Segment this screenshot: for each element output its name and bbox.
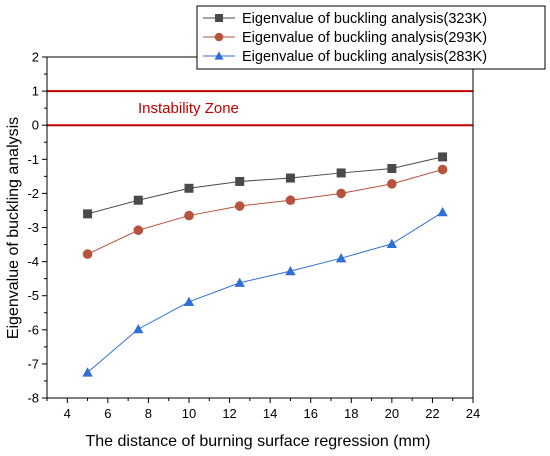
x-tick-label: 6: [104, 406, 111, 421]
data-point: [285, 173, 295, 183]
legend-marker: [214, 51, 224, 60]
legend-marker: [214, 32, 224, 42]
y-tick-label: -7: [27, 356, 39, 371]
zone-label: Instability Zone: [138, 100, 239, 117]
data-point: [133, 323, 144, 334]
x-axis-title: The distance of burning surface regressi…: [85, 433, 430, 450]
data-point: [438, 152, 448, 162]
data-point: [285, 195, 296, 206]
y-tick-label: 2: [32, 50, 39, 65]
data-point: [336, 188, 346, 199]
data-point: [386, 238, 398, 249]
x-tick-label: 14: [263, 406, 277, 421]
y-tick-label: -2: [27, 186, 39, 201]
instability-zone: Instability Zone: [47, 90, 473, 127]
data-point: [335, 253, 347, 263]
data-point: [82, 367, 93, 377]
y-tick-label: -8: [27, 391, 39, 406]
x-tick-label: 10: [182, 406, 196, 421]
legend-marker: [215, 14, 223, 22]
series: [82, 152, 448, 377]
legend-label: Eigenvalue of buckling analysis(283K): [242, 49, 487, 65]
data-point: [437, 206, 448, 217]
data-point: [133, 195, 143, 205]
series-1: [83, 152, 448, 219]
legend-item: Eigenvalue of buckling analysis(323K): [203, 11, 487, 27]
x-tick-label: 22: [425, 406, 439, 421]
data-point: [235, 176, 245, 186]
x-tick-label: 24: [466, 406, 480, 421]
data-point: [82, 249, 93, 259]
series-2: [82, 164, 448, 259]
y-tick-label: -3: [27, 220, 39, 235]
series-line: [87, 211, 443, 373]
data-point: [133, 225, 144, 236]
data-point: [234, 277, 245, 287]
x-tick-label: 8: [145, 406, 152, 421]
y-tick-label: -6: [27, 322, 39, 337]
legend: Eigenvalue of buckling analysis(323K) Eig…: [196, 5, 546, 70]
y-tick-label: -1: [27, 152, 39, 167]
data-point: [184, 183, 194, 193]
legend-box: [196, 5, 546, 70]
x-tick-label: 16: [303, 406, 317, 421]
data-point: [234, 201, 245, 211]
y-tick-label: 1: [32, 84, 39, 99]
data-point: [183, 296, 195, 306]
x-tick-label: 4: [64, 406, 71, 421]
legend-item: Eigenvalue of buckling analysis(283K): [203, 49, 487, 65]
y-axis-title: Eigenvalue of buckling analysis: [5, 117, 22, 339]
x-tick-label: 20: [385, 406, 399, 421]
data-point: [184, 210, 194, 221]
legend-label: Eigenvalue of buckling analysis(293K): [242, 30, 487, 46]
y-tick-label: 0: [32, 118, 39, 133]
legend-label: Eigenvalue of buckling analysis(323K): [242, 11, 487, 27]
x-tick-label: 18: [344, 406, 358, 421]
data-point: [83, 209, 93, 219]
data-point: [387, 179, 397, 189]
x-tick-label: 12: [222, 406, 236, 421]
series-line: [87, 169, 443, 255]
legend-item: Eigenvalue of buckling analysis(293K): [203, 30, 487, 46]
data-point: [285, 265, 296, 276]
data-point: [387, 164, 397, 174]
y-tick-label: -5: [27, 288, 39, 303]
series-3: [82, 206, 448, 377]
plot-frame: [46, 56, 474, 399]
data-point: [336, 168, 346, 178]
y-tick-label: -4: [27, 254, 39, 269]
data-point: [437, 164, 448, 175]
series-line: [87, 156, 443, 215]
